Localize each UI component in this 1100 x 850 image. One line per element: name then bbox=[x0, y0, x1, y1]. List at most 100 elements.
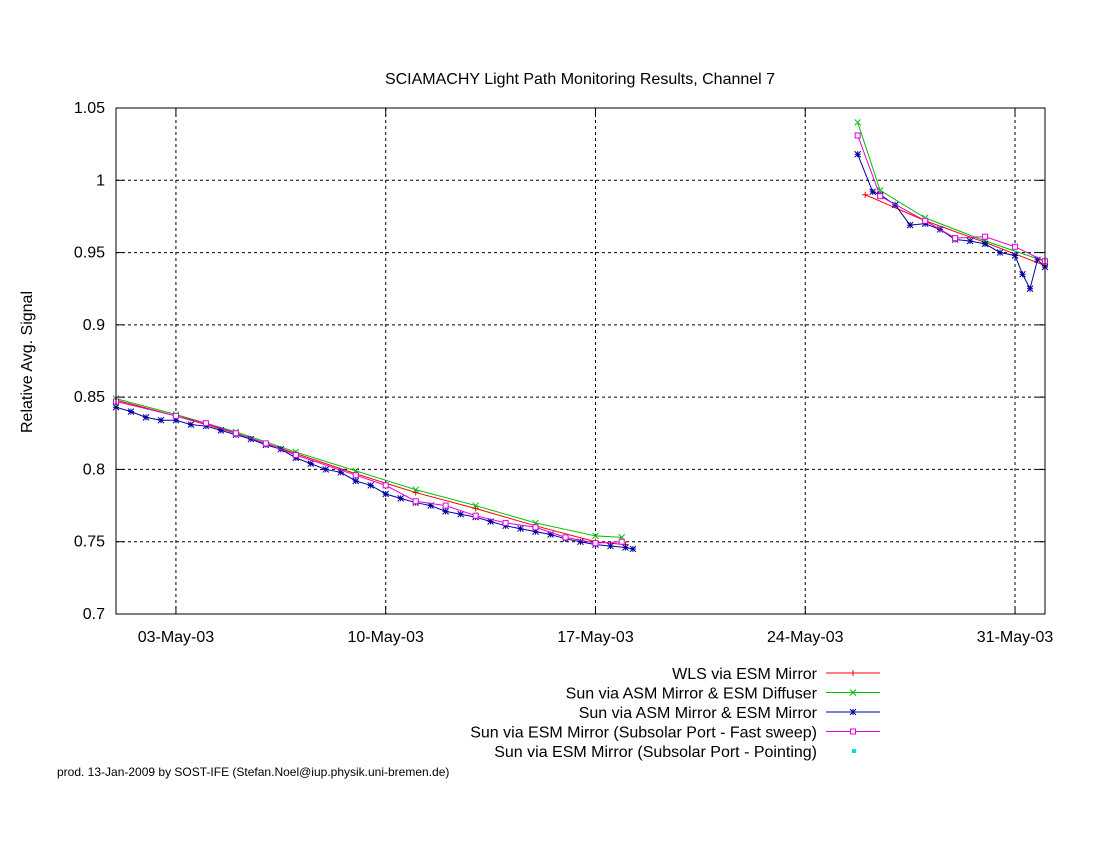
data-point bbox=[862, 191, 869, 198]
data-point bbox=[382, 490, 390, 498]
data-point bbox=[849, 689, 857, 696]
legend-marker bbox=[852, 749, 856, 753]
y-tick-label: 0.75 bbox=[74, 534, 105, 551]
data-point bbox=[352, 477, 360, 485]
data-point bbox=[142, 414, 150, 421]
data-point bbox=[850, 670, 856, 676]
data-point bbox=[157, 416, 165, 424]
data-point bbox=[487, 518, 494, 525]
data-point bbox=[322, 466, 330, 473]
series-line bbox=[115, 399, 626, 546]
y-tick-label: 0.7 bbox=[83, 606, 105, 623]
data-point bbox=[532, 524, 539, 531]
data-point bbox=[217, 427, 225, 434]
data-point bbox=[854, 150, 862, 158]
data-point bbox=[981, 240, 989, 248]
data-point bbox=[618, 538, 625, 545]
legend-label: Sun via ESM Mirror (Subsolar Port - Poin… bbox=[494, 744, 817, 761]
series-line bbox=[115, 400, 622, 544]
data-point bbox=[869, 188, 877, 196]
data-point bbox=[982, 233, 989, 240]
data-point bbox=[850, 728, 856, 735]
data-point bbox=[397, 494, 405, 502]
series-line bbox=[864, 194, 1046, 267]
data-point bbox=[472, 502, 479, 509]
data-point bbox=[1019, 270, 1026, 278]
x-tick-label: 17-May-03 bbox=[557, 629, 634, 646]
series-line bbox=[857, 122, 1046, 262]
grid bbox=[116, 107, 1045, 615]
data-point bbox=[247, 435, 255, 443]
y-tick-label: 0.95 bbox=[74, 245, 105, 262]
data-point bbox=[232, 430, 239, 437]
data-point bbox=[262, 440, 269, 447]
y-tick-label: 1 bbox=[96, 172, 105, 189]
legend-label: Sun via ASM Mirror & ESM Mirror bbox=[579, 705, 818, 722]
data-point bbox=[412, 486, 420, 494]
x-tick-label: 03-May-03 bbox=[138, 629, 215, 646]
legend-label: WLS via ESM Mirror bbox=[672, 666, 818, 683]
footer-note: prod. 13-Jan-2009 by SOST-IFE (Stefan.No… bbox=[57, 765, 450, 779]
data-point bbox=[1026, 285, 1034, 293]
data-point bbox=[127, 408, 135, 415]
data-point bbox=[592, 540, 599, 547]
data-point bbox=[1012, 243, 1019, 250]
data-point bbox=[382, 482, 389, 489]
data-point bbox=[996, 249, 1004, 256]
data-point bbox=[622, 544, 629, 551]
series-group bbox=[113, 132, 1048, 547]
data-point bbox=[172, 412, 179, 419]
data-point bbox=[307, 460, 315, 467]
data-point bbox=[412, 498, 419, 505]
data-point bbox=[367, 481, 375, 489]
data-point bbox=[457, 510, 464, 518]
data-point bbox=[629, 545, 637, 553]
data-point bbox=[412, 489, 419, 496]
series-group bbox=[112, 119, 1049, 541]
y-tick-label: 0.8 bbox=[83, 461, 105, 478]
data-point bbox=[547, 531, 554, 538]
plot-frame bbox=[115, 107, 1046, 615]
data-point bbox=[854, 132, 861, 139]
data-point bbox=[952, 235, 959, 242]
data-point bbox=[877, 193, 884, 200]
x-tick-label: 10-May-03 bbox=[347, 629, 424, 646]
data-point bbox=[577, 538, 584, 546]
series-line bbox=[857, 154, 1046, 291]
data-point bbox=[292, 451, 299, 458]
data-point bbox=[442, 508, 449, 515]
data-point bbox=[1034, 256, 1041, 264]
data-point bbox=[427, 502, 435, 509]
y-axis-label: Relative Avg. Signal bbox=[19, 291, 36, 433]
data-point bbox=[352, 472, 359, 479]
data-point bbox=[337, 468, 345, 476]
legend-label: Sun via ESM Mirror (Subsolar Port - Fast… bbox=[470, 725, 817, 742]
data-point bbox=[187, 421, 195, 428]
data-point bbox=[502, 519, 509, 526]
data-point bbox=[607, 542, 614, 550]
legend: WLS via ESM Mirror Sun via ASM Mirror & E… bbox=[470, 666, 880, 761]
x-tick-label: 31-May-03 bbox=[977, 629, 1054, 646]
chart-title: SCIAMACHY Light Path Monitoring Results,… bbox=[385, 71, 775, 88]
data-point bbox=[172, 416, 180, 424]
y-tick-label: 0.85 bbox=[74, 389, 105, 406]
data-point bbox=[1011, 252, 1019, 259]
data-point bbox=[592, 532, 599, 540]
data-point bbox=[202, 420, 209, 427]
tick-labels: 0.7 0.75 0.8 0.85 0.9 0.95 1 1.05 03-May-03 10-Ma… bbox=[74, 100, 1054, 646]
legend-label: Sun via ASM Mirror & ESM Diffuser bbox=[566, 686, 818, 703]
data-point bbox=[472, 505, 479, 512]
data-point bbox=[922, 217, 929, 224]
series-group bbox=[113, 191, 1048, 548]
data-point bbox=[442, 502, 449, 509]
y-tick-label: 0.9 bbox=[83, 317, 105, 334]
plot-area bbox=[112, 119, 1049, 553]
y-tick-label: 1.05 bbox=[74, 100, 105, 117]
data-point bbox=[906, 221, 914, 229]
data-point bbox=[517, 525, 524, 533]
data-point bbox=[532, 528, 539, 535]
data-point bbox=[562, 534, 569, 541]
data-point bbox=[472, 512, 479, 519]
data-point bbox=[854, 119, 862, 126]
